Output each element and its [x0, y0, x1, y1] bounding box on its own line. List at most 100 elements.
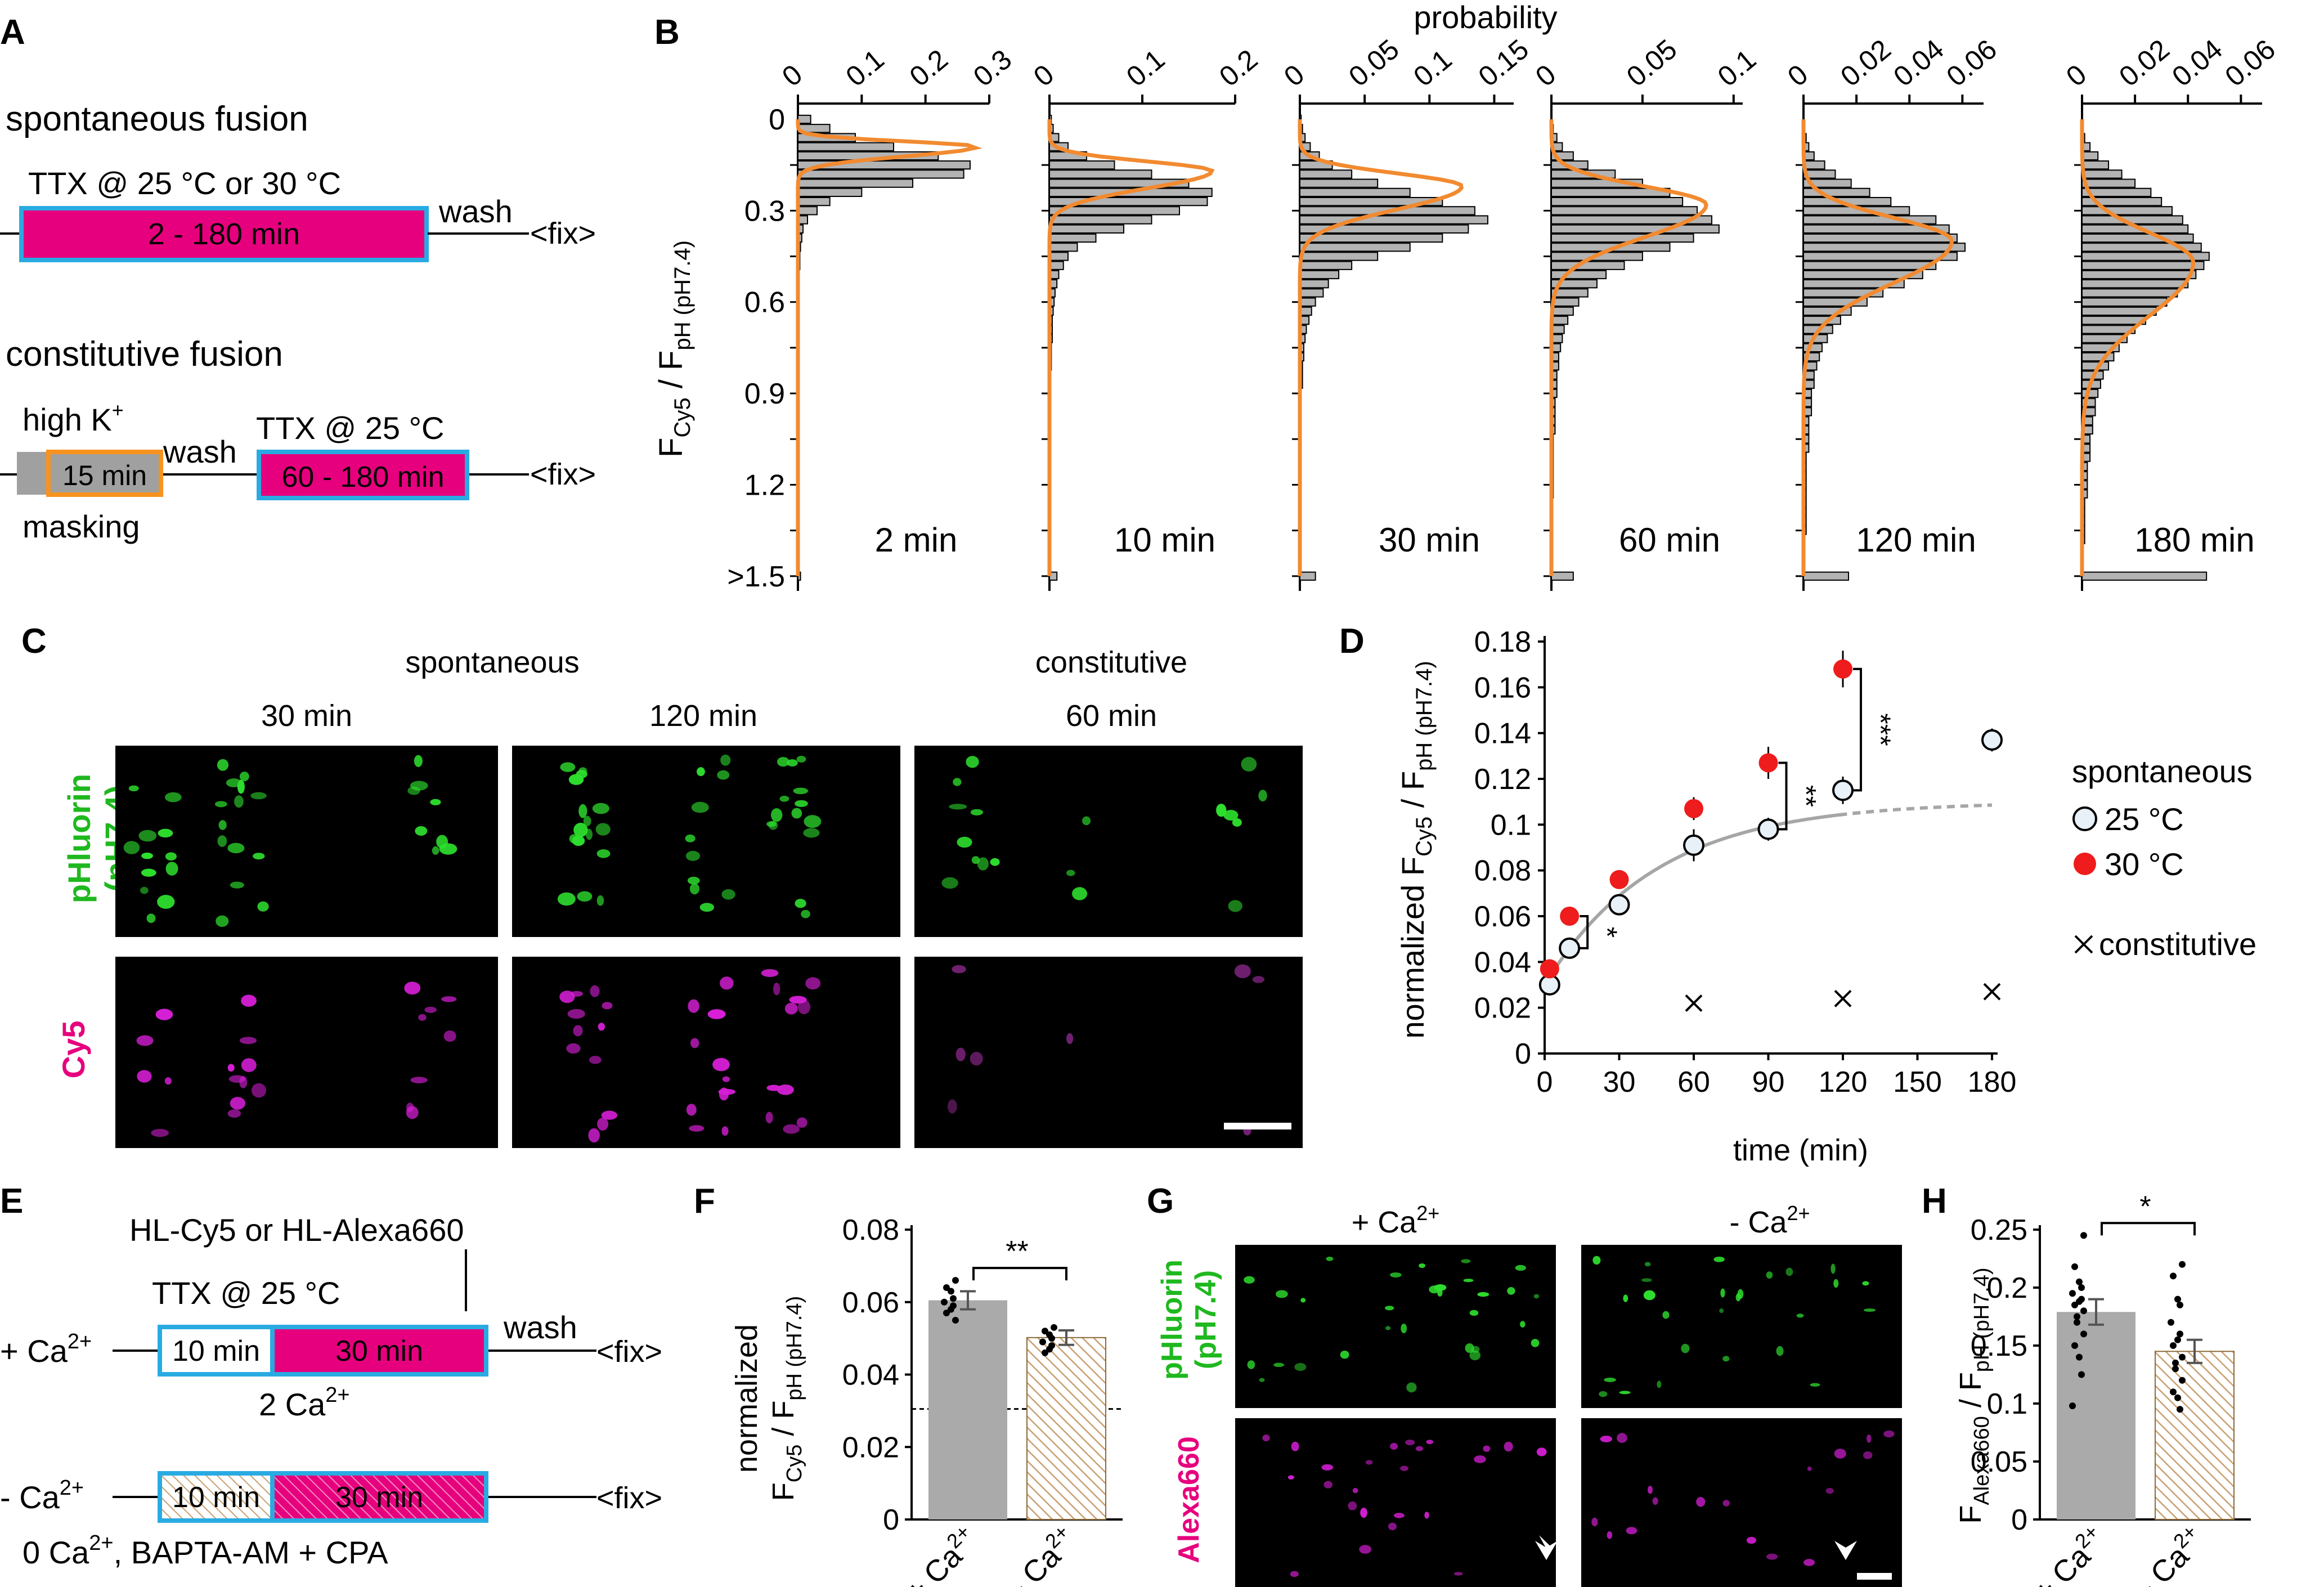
f-ylabel-b: FCy5 / FpH (pH7.4) — [766, 1296, 806, 1501]
fluorescent-punctum — [977, 857, 989, 871]
hist-bar — [1803, 270, 1923, 280]
fluorescent-punctum — [1662, 1311, 1670, 1319]
h-data-point — [2170, 1388, 2177, 1396]
h-bar — [2057, 1312, 2135, 1519]
constitutive-label: constitutive — [1035, 645, 1187, 679]
d-significance-label: *** — [1865, 713, 1896, 746]
d-point-25c — [1981, 729, 2003, 751]
fluorescent-punctum — [1287, 1475, 1294, 1480]
h-data-point — [2080, 1330, 2087, 1338]
d-x-tick-label: 180 — [1968, 1066, 2017, 1099]
fluorescent-punctum — [1290, 1571, 1299, 1577]
fluorescent-punctum — [1323, 1481, 1333, 1489]
fluorescent-punctum — [688, 999, 699, 1013]
d-point-30c — [1609, 869, 1629, 889]
fluorescent-punctum — [253, 853, 265, 860]
fluorescent-punctum — [1515, 1265, 1526, 1271]
image-c-cy5-60 — [914, 957, 1303, 1148]
hist-bar — [1299, 178, 1379, 188]
fluorescent-punctum — [241, 994, 257, 1007]
f-data-point — [941, 1298, 948, 1306]
fluorescent-punctum — [1746, 1536, 1757, 1544]
hist-bar — [1049, 243, 1078, 252]
fluorescent-punctum — [164, 1077, 172, 1085]
hist-bar — [2081, 571, 2208, 581]
fluorescent-punctum — [214, 801, 227, 808]
fluorescent-punctum — [796, 1117, 807, 1128]
fluorescent-punctum — [436, 835, 448, 849]
d-point-constitutive — [1685, 994, 1703, 1012]
histogram-5: 0 0.020.040.06 180 min — [2060, 33, 2281, 591]
d-legend-marker-30c — [2074, 853, 2096, 875]
fluorescent-punctum — [241, 1058, 257, 1072]
fluorescent-punctum — [795, 800, 808, 807]
hist-bar — [1803, 178, 1852, 188]
fluorescent-punctum — [721, 889, 735, 900]
hist-bar — [1803, 261, 1937, 270]
fluorescent-punctum — [1883, 1430, 1895, 1438]
fluorescent-punctum — [1348, 1501, 1357, 1510]
h-y-tick-label: 0.25 — [1971, 1214, 2027, 1247]
fluorescent-punctum — [1719, 1308, 1724, 1313]
spont-incubation-bar — [19, 206, 429, 262]
fluorescent-punctum — [1258, 790, 1267, 802]
b-ytick-label: 0.3 — [744, 195, 785, 227]
hist-x-tick-label: 0.06 — [1940, 33, 2003, 92]
h-data-point — [2074, 1313, 2080, 1320]
hist-bar — [2081, 178, 2136, 188]
fluorescent-punctum — [1536, 1447, 1547, 1456]
d-point-30c — [1684, 799, 1703, 818]
h-ylabel: FAlexa660 / FpH (pH7.4) — [1954, 1267, 1994, 1523]
h-data-point — [2071, 1263, 2078, 1270]
d-point-30c — [1560, 907, 1580, 926]
fluorescent-punctum — [1461, 1259, 1471, 1263]
fluorescent-punctum — [1294, 1363, 1307, 1371]
hist-bar — [1299, 187, 1411, 198]
image-c-ph-60 — [914, 746, 1303, 937]
fluorescent-punctum — [588, 1128, 600, 1143]
h-data-point — [2078, 1371, 2085, 1378]
fluorescent-punctum — [1831, 1263, 1836, 1274]
hist-x-tick-label: 0.3 — [967, 43, 1017, 93]
h-data-point — [2179, 1377, 2186, 1384]
hist-bar — [797, 178, 913, 188]
hist-bar — [1803, 252, 1958, 261]
masking-label: masking — [23, 509, 140, 544]
fluorescent-punctum — [1803, 1559, 1815, 1566]
hist-bar — [1299, 571, 1316, 581]
b-ytick-label: 1.2 — [744, 469, 785, 501]
f-data-point — [948, 1288, 954, 1295]
hist-bar — [2081, 297, 2168, 307]
hist-bar — [1803, 288, 1884, 298]
h-data-point — [2076, 1353, 2083, 1361]
fluorescent-punctum — [777, 1084, 794, 1095]
fluorescent-punctum — [597, 1117, 609, 1131]
hist-bar — [1551, 316, 1569, 325]
hist-bar — [1551, 224, 1720, 234]
fluorescent-punctum — [418, 1014, 427, 1021]
fluorescent-punctum — [1072, 887, 1088, 900]
f-data-point — [950, 1295, 957, 1302]
fluorescent-punctum — [250, 792, 267, 800]
fluorescent-punctum — [567, 1009, 585, 1019]
f-bar — [928, 1300, 1007, 1519]
fluorescent-punctum — [1234, 964, 1251, 979]
e-two-ca: 2 Ca2+ — [259, 1383, 350, 1422]
d-point-30c — [1540, 959, 1559, 979]
fluorescent-punctum — [566, 1043, 581, 1054]
fluorescent-punctum — [1291, 1441, 1299, 1451]
panel-e: E HL-Cy5 or HL-Alexa660 TTX @ 25 °C + Ca… — [0, 1182, 662, 1570]
fluorescent-punctum — [1696, 1496, 1706, 1507]
d-point-25c — [1757, 818, 1779, 840]
col-label-120min: 120 min — [649, 699, 757, 733]
hist-bar — [797, 187, 863, 198]
h-y-tick-label: 0 — [2011, 1504, 2027, 1536]
hist-bar — [2081, 252, 2210, 261]
h-data-point — [2174, 1394, 2181, 1401]
panel-label-g: G — [1147, 1182, 1174, 1221]
panel-d: D normalized FCy5 / FpH (pH7.4) 0 30 60 90 1… — [1339, 622, 2256, 1167]
fluorescent-punctum — [1469, 1310, 1479, 1316]
hist-bar — [1299, 243, 1411, 252]
fluorescent-punctum — [1360, 1508, 1367, 1518]
hist-bar — [1803, 160, 1825, 170]
